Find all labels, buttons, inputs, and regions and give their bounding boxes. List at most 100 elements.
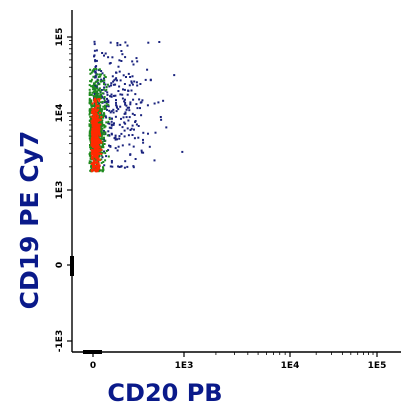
data-point (110, 110, 113, 113)
data-point (131, 134, 134, 136)
data-point (88, 91, 91, 94)
data-point (110, 84, 112, 87)
data-point (98, 166, 100, 169)
data-point (108, 62, 111, 65)
data-point (88, 162, 91, 165)
data-point (107, 155, 110, 158)
data-point (114, 147, 117, 150)
data-point (92, 158, 95, 161)
data-point (121, 97, 124, 100)
data-point (102, 129, 105, 132)
data-point (115, 99, 117, 102)
data-point (111, 75, 114, 78)
series-1 (93, 40, 184, 169)
data-point (94, 127, 97, 130)
data-point (96, 142, 99, 145)
data-point (104, 107, 107, 110)
data-point (107, 130, 110, 133)
data-point (128, 143, 131, 146)
data-point (98, 83, 101, 86)
data-point (120, 50, 123, 52)
data-point (115, 101, 117, 104)
data-point (90, 85, 93, 88)
data-point (118, 137, 121, 140)
data-point (94, 94, 97, 97)
data-point (90, 101, 93, 103)
data-point (132, 63, 135, 66)
data-point (99, 113, 102, 116)
data-point (88, 137, 91, 140)
data-point (117, 165, 120, 168)
data-point (90, 169, 93, 172)
data-point (119, 165, 122, 168)
data-point (89, 157, 92, 160)
data-point (119, 105, 122, 108)
data-point (146, 68, 149, 71)
data-point (104, 125, 107, 128)
data-point (95, 93, 97, 96)
data-point (106, 100, 108, 103)
data-point (94, 106, 97, 109)
data-point (153, 102, 156, 105)
data-point (123, 112, 126, 115)
data-point (153, 159, 156, 162)
data-point (101, 122, 104, 125)
data-point (111, 56, 114, 59)
data-point (90, 93, 93, 96)
data-point (105, 150, 108, 152)
data-point (108, 85, 111, 88)
data-point (95, 165, 98, 168)
data-point (97, 144, 100, 147)
data-point (140, 151, 143, 154)
data-point (142, 131, 145, 134)
data-point (92, 84, 94, 87)
data-point (103, 104, 106, 107)
data-point (103, 74, 106, 77)
data-point (108, 144, 110, 147)
data-point (96, 156, 98, 159)
data-point (93, 40, 96, 43)
data-point (147, 41, 150, 44)
data-point (91, 141, 94, 144)
data-point (98, 102, 100, 105)
data-point (91, 140, 94, 143)
data-point (93, 163, 96, 166)
data-point (101, 124, 104, 126)
data-point (109, 111, 112, 114)
y-axis-title: CD19 PE Cy7 (15, 131, 44, 310)
data-point (93, 43, 96, 46)
data-point (118, 70, 121, 73)
data-point (108, 116, 111, 119)
y-tick-label: 1E3 (55, 181, 65, 200)
data-point (97, 82, 100, 85)
data-point (98, 169, 101, 172)
data-point (114, 134, 117, 137)
data-point (95, 162, 98, 165)
data-point (90, 154, 92, 157)
data-point (92, 69, 95, 72)
data-point (118, 123, 121, 126)
data-point (91, 123, 94, 126)
data-point (93, 125, 96, 128)
data-point (99, 93, 102, 96)
y-tick-label: 0 (55, 262, 65, 268)
data-point (88, 160, 91, 163)
data-point (136, 60, 139, 63)
data-point (140, 101, 143, 104)
data-point (107, 56, 110, 59)
data-point (89, 144, 91, 146)
data-point (88, 123, 91, 126)
data-point (96, 107, 99, 110)
data-point (104, 52, 107, 55)
data-point (97, 76, 100, 78)
data-point (92, 145, 95, 148)
data-point (98, 98, 101, 101)
data-point (103, 86, 106, 89)
data-point (92, 113, 95, 116)
data-point (102, 167, 105, 170)
data-point (97, 118, 100, 121)
data-point (91, 135, 94, 138)
data-point (116, 44, 119, 47)
data-point (113, 122, 115, 125)
data-point (124, 101, 127, 104)
